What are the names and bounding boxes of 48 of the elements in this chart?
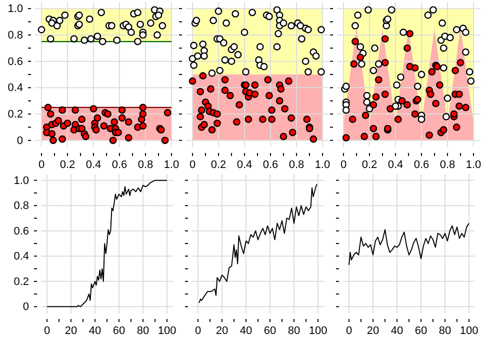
x-tick-label: 0.6 (262, 158, 278, 171)
y-tick-label: 0.6 (14, 225, 29, 238)
x-tick-label: 0.4 (86, 158, 102, 171)
y-tick-label: 0.8 (14, 200, 29, 212)
x-tick-label: 20 (216, 324, 228, 337)
y-tick-label: 0.2 (14, 276, 29, 288)
x-tick-label: 0.4 (388, 158, 404, 171)
y-tick-label: 0.6 (8, 56, 23, 68)
x-tick-label: 20 (366, 324, 380, 337)
x-tick-label: 0.6 (414, 158, 430, 171)
x-tick-label: 0.4 (236, 158, 252, 171)
x-tick-label: 0 (340, 158, 347, 171)
y-tick-label: 0.4 (14, 250, 29, 263)
x-tick-label: 0 (194, 324, 202, 337)
x-tick-label: 0.2 (362, 158, 378, 171)
y-tick-label: 1.0 (8, 3, 23, 16)
y-tick-label: 0.8 (8, 29, 23, 42)
x-tick-label: 80 (438, 324, 452, 337)
x-tick-label: 100 (460, 324, 478, 337)
x-tick-label: 1.0 (466, 158, 482, 171)
x-tick-label: 1.0 (164, 158, 180, 171)
x-tick-label: 60 (414, 324, 428, 337)
x-tick-label: 100 (308, 324, 328, 337)
x-tick-label: 80 (136, 324, 150, 337)
x-tick-label: 60 (264, 324, 276, 337)
x-tick-label: 60 (112, 324, 126, 337)
x-tick-label: 0.6 (112, 158, 128, 171)
x-tick-label: 0.8 (440, 158, 456, 171)
y-tick-label: 1.0 (14, 174, 29, 187)
x-tick-label: 20 (64, 324, 78, 337)
x-tick-label: 0.2 (60, 158, 76, 171)
y-tick-label: 0.4 (8, 82, 23, 94)
x-tick-label: 0 (44, 324, 50, 337)
x-tick-label: 0.8 (138, 158, 154, 171)
x-tick-label: 0 (38, 158, 45, 171)
x-tick-label: 40 (240, 324, 252, 337)
x-tick-label: 1.0 (314, 158, 330, 171)
x-tick-label: 80 (288, 324, 300, 337)
x-tick-label: 0.2 (210, 158, 226, 171)
y-tick-label: 0.2 (8, 108, 23, 121)
x-tick-label: 100 (158, 324, 176, 337)
x-tick-label: 40 (88, 324, 102, 337)
y-tick-label: 0 (22, 301, 29, 314)
x-tick-label: 0.8 (288, 158, 304, 171)
y-tick-label: 0 (16, 134, 23, 147)
x-tick-label: 0 (346, 324, 352, 337)
x-tick-label: 40 (390, 324, 404, 337)
x-tick-label: 0 (189, 158, 196, 171)
